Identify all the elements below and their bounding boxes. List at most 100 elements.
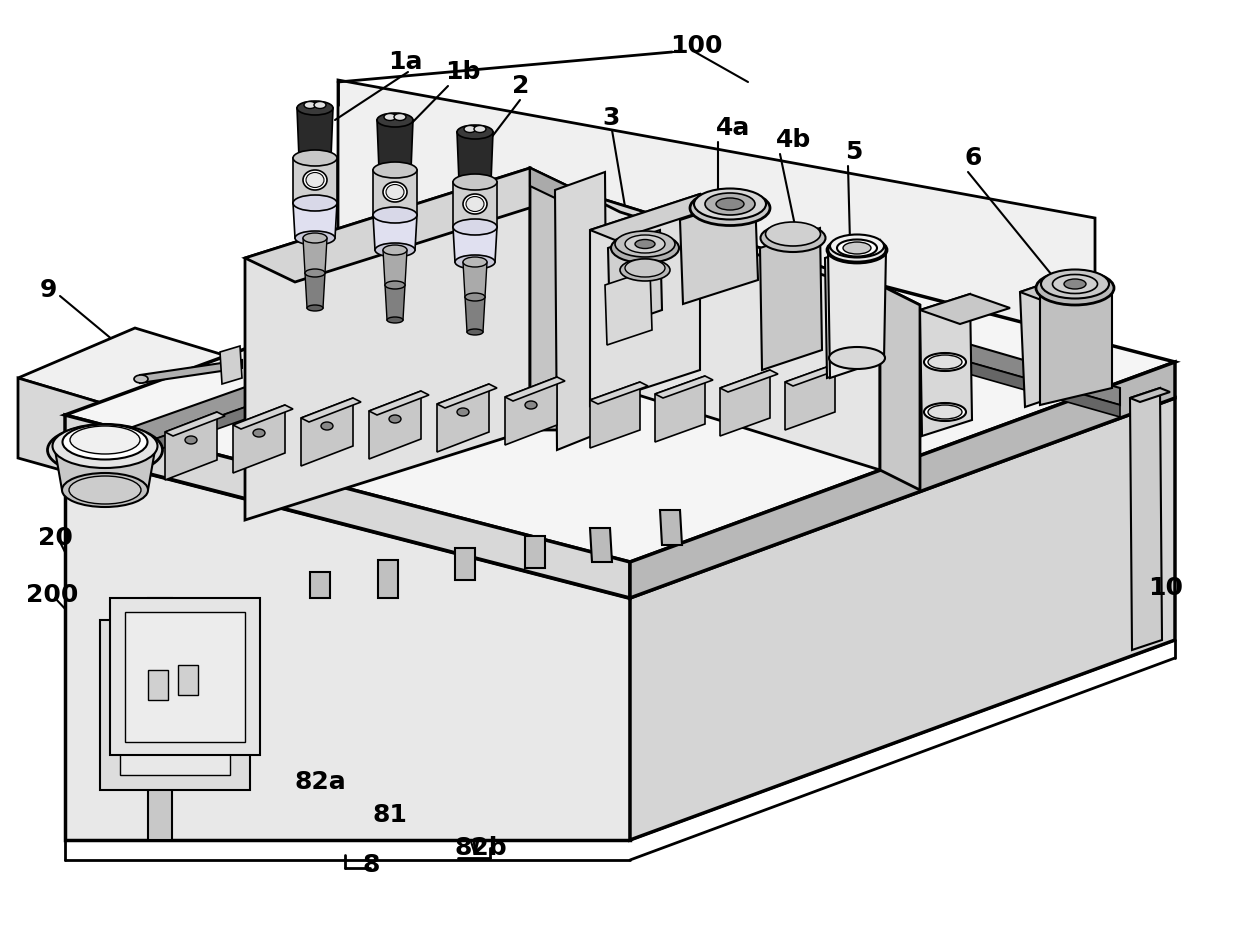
- Ellipse shape: [253, 429, 265, 437]
- Polygon shape: [655, 376, 706, 442]
- Text: 20: 20: [38, 526, 73, 550]
- Ellipse shape: [321, 422, 334, 430]
- Polygon shape: [378, 560, 398, 598]
- Ellipse shape: [827, 237, 887, 263]
- Polygon shape: [140, 360, 242, 383]
- Ellipse shape: [706, 193, 755, 215]
- Ellipse shape: [458, 125, 494, 139]
- Polygon shape: [233, 405, 285, 473]
- Polygon shape: [639, 248, 1120, 405]
- Ellipse shape: [299, 152, 331, 164]
- Polygon shape: [655, 376, 713, 398]
- Polygon shape: [110, 598, 260, 755]
- Ellipse shape: [384, 281, 405, 289]
- Polygon shape: [1130, 388, 1171, 402]
- Ellipse shape: [625, 259, 665, 277]
- Ellipse shape: [1053, 274, 1097, 293]
- Polygon shape: [525, 536, 546, 568]
- Polygon shape: [64, 215, 1176, 562]
- Polygon shape: [590, 194, 701, 406]
- Ellipse shape: [620, 259, 670, 281]
- Polygon shape: [455, 548, 475, 580]
- Text: 82a: 82a: [294, 770, 346, 794]
- Ellipse shape: [463, 194, 487, 214]
- Polygon shape: [436, 384, 489, 452]
- Ellipse shape: [467, 329, 484, 335]
- Text: 5: 5: [844, 140, 862, 164]
- Polygon shape: [920, 294, 1011, 324]
- Ellipse shape: [924, 353, 966, 371]
- Ellipse shape: [394, 114, 405, 121]
- Polygon shape: [310, 572, 330, 598]
- Polygon shape: [1021, 275, 1110, 307]
- Polygon shape: [785, 364, 843, 386]
- Text: 8: 8: [362, 853, 379, 877]
- Ellipse shape: [185, 436, 197, 444]
- Polygon shape: [590, 382, 649, 404]
- Polygon shape: [246, 168, 580, 282]
- Ellipse shape: [62, 473, 148, 507]
- Polygon shape: [165, 412, 224, 436]
- Polygon shape: [463, 262, 487, 297]
- Polygon shape: [303, 238, 327, 273]
- Ellipse shape: [295, 231, 335, 245]
- Polygon shape: [293, 203, 337, 238]
- Polygon shape: [383, 250, 407, 285]
- Ellipse shape: [69, 476, 141, 504]
- Polygon shape: [148, 670, 167, 700]
- Ellipse shape: [1035, 271, 1114, 305]
- Ellipse shape: [393, 116, 407, 124]
- Ellipse shape: [615, 231, 675, 257]
- Polygon shape: [373, 215, 417, 250]
- Ellipse shape: [293, 195, 337, 211]
- Ellipse shape: [52, 424, 157, 468]
- Polygon shape: [436, 384, 497, 408]
- Ellipse shape: [305, 269, 325, 277]
- Ellipse shape: [134, 375, 148, 383]
- Text: 4a: 4a: [715, 116, 750, 140]
- Ellipse shape: [373, 162, 417, 178]
- Text: 1b: 1b: [445, 60, 480, 84]
- Polygon shape: [165, 412, 217, 480]
- Polygon shape: [64, 440, 1176, 840]
- Polygon shape: [453, 182, 497, 227]
- Polygon shape: [505, 377, 557, 445]
- Polygon shape: [19, 378, 125, 488]
- Polygon shape: [590, 382, 640, 448]
- Ellipse shape: [465, 293, 485, 301]
- Ellipse shape: [928, 355, 962, 369]
- Ellipse shape: [928, 405, 962, 419]
- Polygon shape: [120, 635, 229, 775]
- Ellipse shape: [293, 150, 337, 166]
- Polygon shape: [370, 391, 422, 459]
- Polygon shape: [339, 80, 1095, 385]
- Polygon shape: [148, 598, 172, 840]
- Ellipse shape: [464, 125, 476, 133]
- Polygon shape: [1021, 275, 1075, 407]
- Ellipse shape: [830, 347, 885, 369]
- Ellipse shape: [463, 257, 487, 267]
- Ellipse shape: [837, 239, 877, 256]
- Polygon shape: [64, 452, 630, 840]
- Ellipse shape: [379, 164, 410, 176]
- Polygon shape: [246, 168, 529, 520]
- Polygon shape: [1040, 288, 1112, 405]
- Ellipse shape: [1064, 279, 1086, 289]
- Polygon shape: [660, 510, 682, 545]
- Text: 81: 81: [372, 803, 407, 827]
- Polygon shape: [505, 377, 565, 401]
- Ellipse shape: [458, 408, 469, 416]
- Polygon shape: [630, 398, 1176, 840]
- Ellipse shape: [635, 239, 655, 249]
- Ellipse shape: [383, 182, 407, 202]
- Polygon shape: [19, 328, 241, 410]
- Ellipse shape: [625, 235, 665, 253]
- Polygon shape: [760, 228, 822, 370]
- Polygon shape: [608, 230, 662, 328]
- Ellipse shape: [611, 233, 680, 263]
- Polygon shape: [110, 268, 639, 467]
- Polygon shape: [110, 248, 639, 455]
- Ellipse shape: [389, 415, 401, 423]
- Polygon shape: [828, 250, 887, 378]
- Text: 2: 2: [512, 74, 529, 98]
